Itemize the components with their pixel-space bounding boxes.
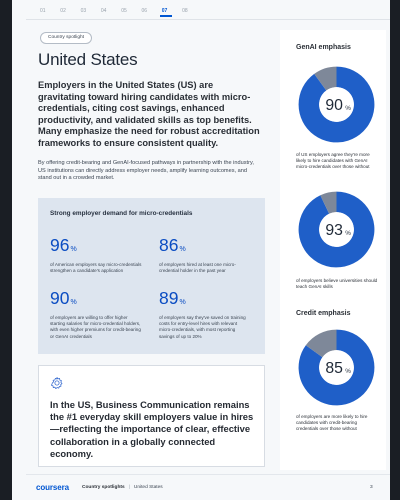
stat-value: 96% xyxy=(50,235,77,255)
donut-hole xyxy=(319,87,354,122)
donut-label: 93 xyxy=(325,222,343,239)
donut-hole xyxy=(319,350,354,385)
pager-item[interactable]: 06 xyxy=(141,8,148,14)
stats-title: Strong employer demand for micro-credent… xyxy=(50,210,193,217)
donut-hole xyxy=(319,212,354,247)
stat-description: of employers hired at least one micro-cr… xyxy=(159,262,236,274)
pager-item[interactable]: 07 xyxy=(159,8,182,17)
section-pill: Country spotlight xyxy=(40,32,92,44)
donut-chart: 85% xyxy=(298,329,375,406)
stat-card: 89% of employers say they've saved on tr… xyxy=(159,289,251,340)
donut-remainder-segment xyxy=(320,191,337,214)
stat-value: 86% xyxy=(159,235,186,255)
donut-chart: 90% xyxy=(298,66,375,143)
pager-item[interactable]: 03 xyxy=(80,8,87,14)
footer-breadcrumb: Country spotlights | United States xyxy=(82,485,163,490)
footer-section: Country spotlights xyxy=(82,485,125,490)
lede-paragraph: Employers in the United States (US) are … xyxy=(38,80,260,148)
stat-description: of employers say they've saved on traini… xyxy=(159,315,246,339)
stat-value: 90% xyxy=(50,288,77,308)
page-title: United States xyxy=(38,50,138,69)
pager-item[interactable]: 01 xyxy=(40,8,46,14)
quote-card: In the US, Business Communication remain… xyxy=(38,365,265,467)
donut-value-segment xyxy=(298,329,375,406)
pager-item[interactable]: 02 xyxy=(60,8,66,14)
stat-card: 96% of American employers say micro-cred… xyxy=(50,236,142,274)
donut-description: of employers are more likely to hire can… xyxy=(296,414,368,432)
donut-label: 90 xyxy=(325,97,343,114)
pager-item[interactable]: 04 xyxy=(100,8,107,14)
gear-icon xyxy=(51,377,63,390)
emphasis-sidebar: GenAI emphasis 90% of US employers agree… xyxy=(280,30,386,470)
donut-remainder-segment xyxy=(305,329,337,358)
footer-divider xyxy=(26,474,390,475)
footer-country: United States xyxy=(133,485,163,490)
donut-pct-sign: % xyxy=(345,230,351,237)
page-pager: 01 02 03 04 05 06 07 08 xyxy=(40,8,202,17)
donut-label: 85 xyxy=(325,360,343,377)
stat-description: of employers are willing to offer higher… xyxy=(50,315,141,339)
donut-value-segment xyxy=(298,66,375,143)
pager-item[interactable]: 05 xyxy=(121,8,127,14)
body-paragraph: By offering credit-bearing and GenAI-foc… xyxy=(38,160,254,182)
coursera-logo: coursera xyxy=(36,483,69,492)
stat-description: of American employers say micro-credenti… xyxy=(50,262,142,274)
stats-panel: Strong employer demand for micro-credent… xyxy=(38,198,265,354)
page-number: 3 xyxy=(370,485,373,490)
pager-item[interactable]: 08 xyxy=(182,8,188,14)
stat-card: 86% of employers hired at least one micr… xyxy=(159,236,251,274)
donut-pct-sign: % xyxy=(345,105,351,112)
donut-description: of employers believe universities should… xyxy=(296,278,378,290)
header-divider xyxy=(26,19,390,20)
donut-value-segment xyxy=(298,191,375,268)
donut-pct-sign: % xyxy=(345,368,351,375)
donut-remainder-segment xyxy=(314,66,337,91)
stat-value: 89% xyxy=(159,288,186,308)
report-page: 01 02 03 04 05 06 07 08 Country spotlight Unite… xyxy=(12,0,390,500)
credit-heading: Credit emphasis xyxy=(296,310,351,317)
stat-card: 90% of employers are willing to offer hi… xyxy=(50,289,142,340)
genai-heading: GenAI emphasis xyxy=(296,44,351,51)
donut-chart: 93% xyxy=(298,191,375,268)
donut-description: of US employers agree they're more likel… xyxy=(296,152,370,170)
quote-text: In the US, Business Communication remain… xyxy=(50,399,254,459)
